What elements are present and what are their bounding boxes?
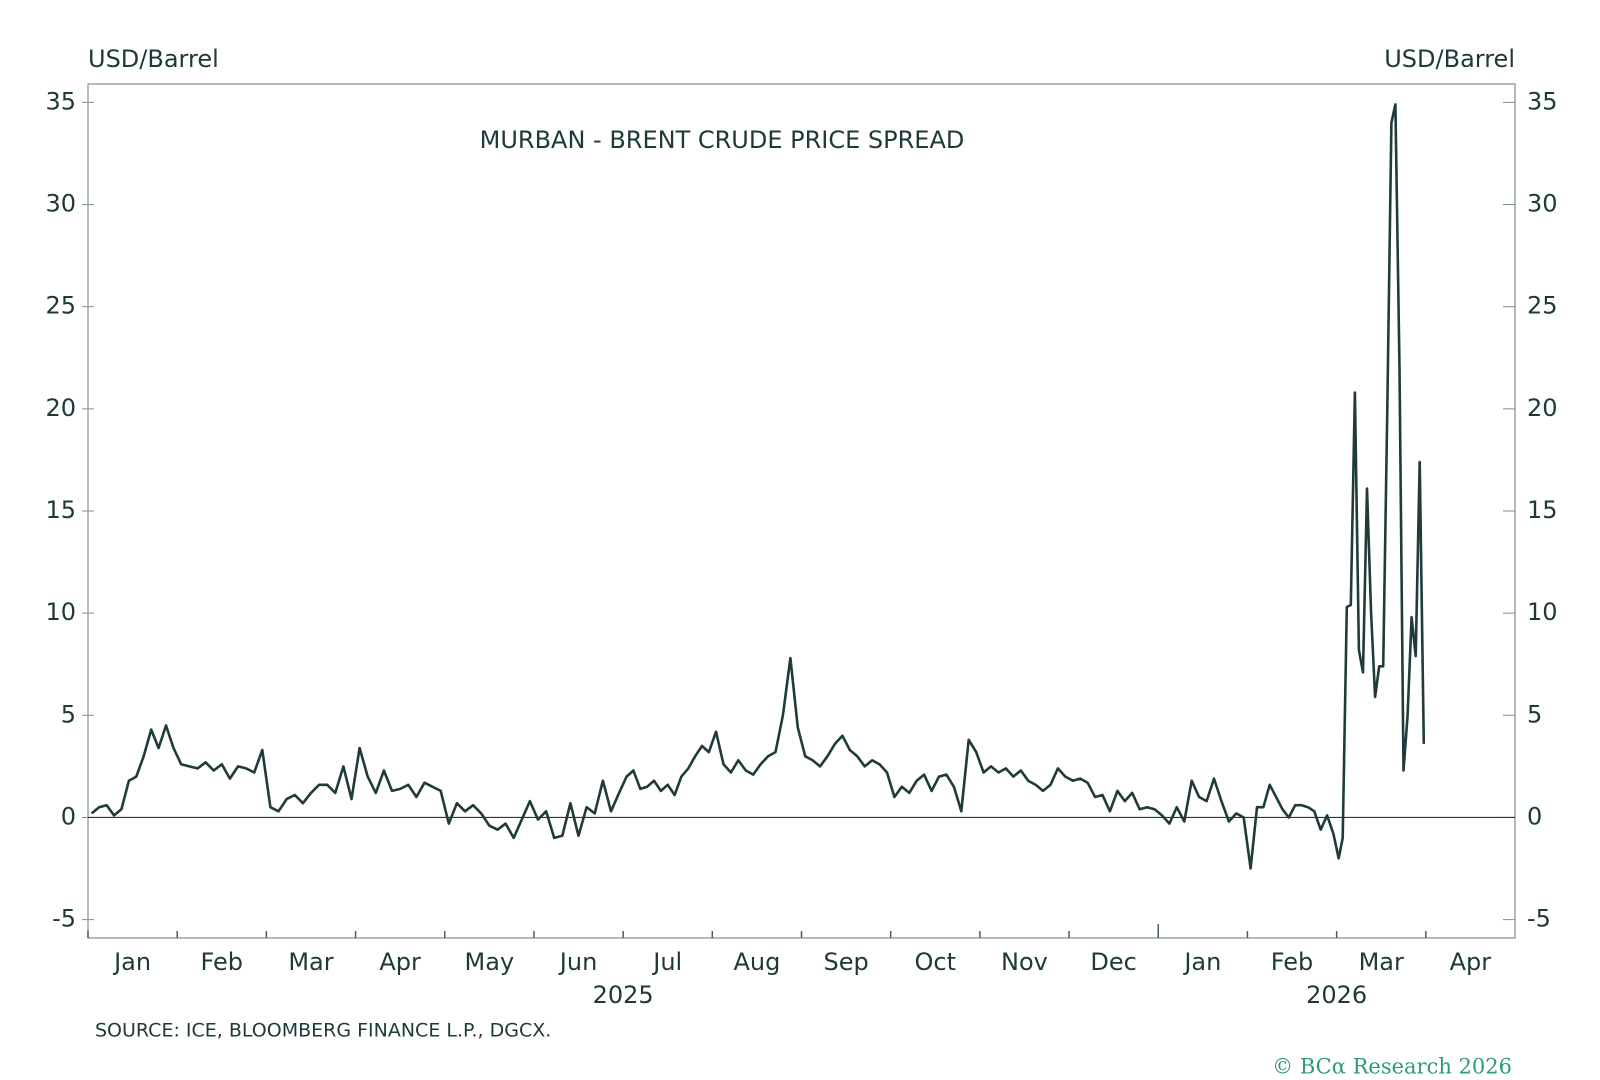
y-tick-label: 25 <box>45 292 76 320</box>
y2-axis-title: USD/Barrel <box>1384 45 1515 73</box>
year-label: 2025 <box>593 981 654 1009</box>
source-note: SOURCE: ICE, BLOOMBERG FINANCE L.P., DGC… <box>95 1020 551 1042</box>
x-tick-label: Mar <box>288 948 333 976</box>
data-line <box>90 103 1426 870</box>
x-tick-label: Feb <box>1271 948 1314 976</box>
y-tick-label: 5 <box>61 700 76 728</box>
x-tick-label: Jun <box>558 948 598 976</box>
y2-tick-label: 15 <box>1527 496 1558 524</box>
y-tick-label: 10 <box>45 598 76 626</box>
x-tick-label: Sep <box>823 948 868 976</box>
x-tick-label: Mar <box>1359 948 1404 976</box>
y2-tick-label: 25 <box>1527 292 1558 320</box>
x-tick-label: Aug <box>733 948 780 976</box>
y2-tick-label: 10 <box>1527 598 1558 626</box>
y2-tick-label: 35 <box>1527 87 1558 115</box>
y2-tick-label: 5 <box>1527 700 1542 728</box>
credit: © BCα Research 2026 <box>1272 1055 1512 1079</box>
y-axis-title: USD/Barrel <box>88 45 219 73</box>
y2-tick-label: -5 <box>1527 905 1551 933</box>
x-tick-label: May <box>465 948 515 976</box>
x-tick-label: Dec <box>1090 948 1136 976</box>
y-tick-label: 35 <box>45 87 76 115</box>
chart-title: MURBAN - BRENT CRUDE PRICE SPREAD <box>480 126 965 154</box>
plot-frame <box>87 83 1516 939</box>
x-tick-label: Feb <box>201 948 244 976</box>
x-tick-label: Nov <box>1001 948 1048 976</box>
y2-tick-label: 30 <box>1527 190 1558 218</box>
y2-tick-label: 20 <box>1527 394 1558 422</box>
y-tick-label: 20 <box>45 394 76 422</box>
y-tick-label: 0 <box>61 802 76 830</box>
x-tick-label: Apr <box>1450 948 1492 976</box>
x-tick-label: Jan <box>1182 948 1221 976</box>
x-tick-label: Apr <box>379 948 421 976</box>
y-tick-label: 15 <box>45 496 76 524</box>
x-tick-label: Jul <box>651 948 682 976</box>
x-tick-label: Jan <box>112 948 151 976</box>
y-tick-label: 30 <box>45 190 76 218</box>
x-tick-label: Oct <box>915 948 957 976</box>
year-label: 2026 <box>1306 981 1367 1009</box>
y-tick-label: -5 <box>52 905 76 933</box>
y2-tick-label: 0 <box>1527 802 1542 830</box>
